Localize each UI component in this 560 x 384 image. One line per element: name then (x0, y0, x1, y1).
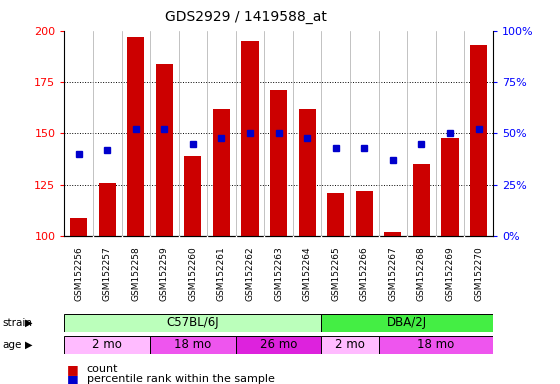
Text: GSM152270: GSM152270 (474, 246, 483, 301)
Bar (298, 109, 316, 236)
Bar (99, 183, 116, 236)
Bar (384, 232, 402, 236)
Bar (413, 164, 430, 236)
Text: GSM152258: GSM152258 (131, 246, 141, 301)
Text: 18 mo: 18 mo (417, 338, 454, 351)
Bar (356, 191, 373, 236)
Bar (270, 90, 287, 236)
Text: ■: ■ (67, 363, 79, 376)
Text: GSM152267: GSM152267 (388, 246, 398, 301)
Bar (213, 109, 230, 236)
Text: GSM152256: GSM152256 (74, 246, 83, 301)
Text: 26 mo: 26 mo (260, 338, 297, 351)
Bar (470, 45, 487, 236)
Text: GSM152261: GSM152261 (217, 246, 226, 301)
Bar (127, 37, 144, 236)
Text: percentile rank within the sample: percentile rank within the sample (87, 374, 274, 384)
Text: count: count (87, 364, 118, 374)
Bar (64, 314, 321, 332)
Bar (70, 218, 87, 236)
Text: ■: ■ (67, 373, 79, 384)
Text: GSM152262: GSM152262 (245, 246, 255, 301)
Bar (321, 336, 379, 354)
Bar (441, 137, 459, 236)
Bar (156, 64, 173, 236)
Bar (64, 336, 150, 354)
Text: DBA/2J: DBA/2J (387, 316, 427, 329)
Text: ▶: ▶ (25, 340, 32, 350)
Text: GSM152264: GSM152264 (302, 246, 312, 301)
Bar (236, 336, 321, 354)
Text: GSM152269: GSM152269 (445, 246, 455, 301)
Text: GSM152257: GSM152257 (102, 246, 112, 301)
Text: GSM152263: GSM152263 (274, 246, 283, 301)
Text: GSM152268: GSM152268 (417, 246, 426, 301)
Text: strain: strain (3, 318, 33, 328)
Text: C57BL/6J: C57BL/6J (167, 316, 219, 329)
Text: GSM152265: GSM152265 (331, 246, 340, 301)
Text: age: age (3, 340, 22, 350)
Text: GSM152266: GSM152266 (360, 246, 369, 301)
Text: GSM152260: GSM152260 (188, 246, 198, 301)
Text: GSM152259: GSM152259 (160, 246, 169, 301)
Bar (184, 156, 202, 236)
Bar (150, 336, 236, 354)
Text: 2 mo: 2 mo (92, 338, 122, 351)
Bar (327, 193, 344, 236)
Text: 18 mo: 18 mo (174, 338, 212, 351)
Bar (379, 336, 493, 354)
Text: GDS2929 / 1419588_at: GDS2929 / 1419588_at (165, 10, 328, 23)
Text: 2 mo: 2 mo (335, 338, 365, 351)
Bar (321, 314, 493, 332)
Bar (241, 41, 259, 236)
Text: ▶: ▶ (25, 318, 32, 328)
